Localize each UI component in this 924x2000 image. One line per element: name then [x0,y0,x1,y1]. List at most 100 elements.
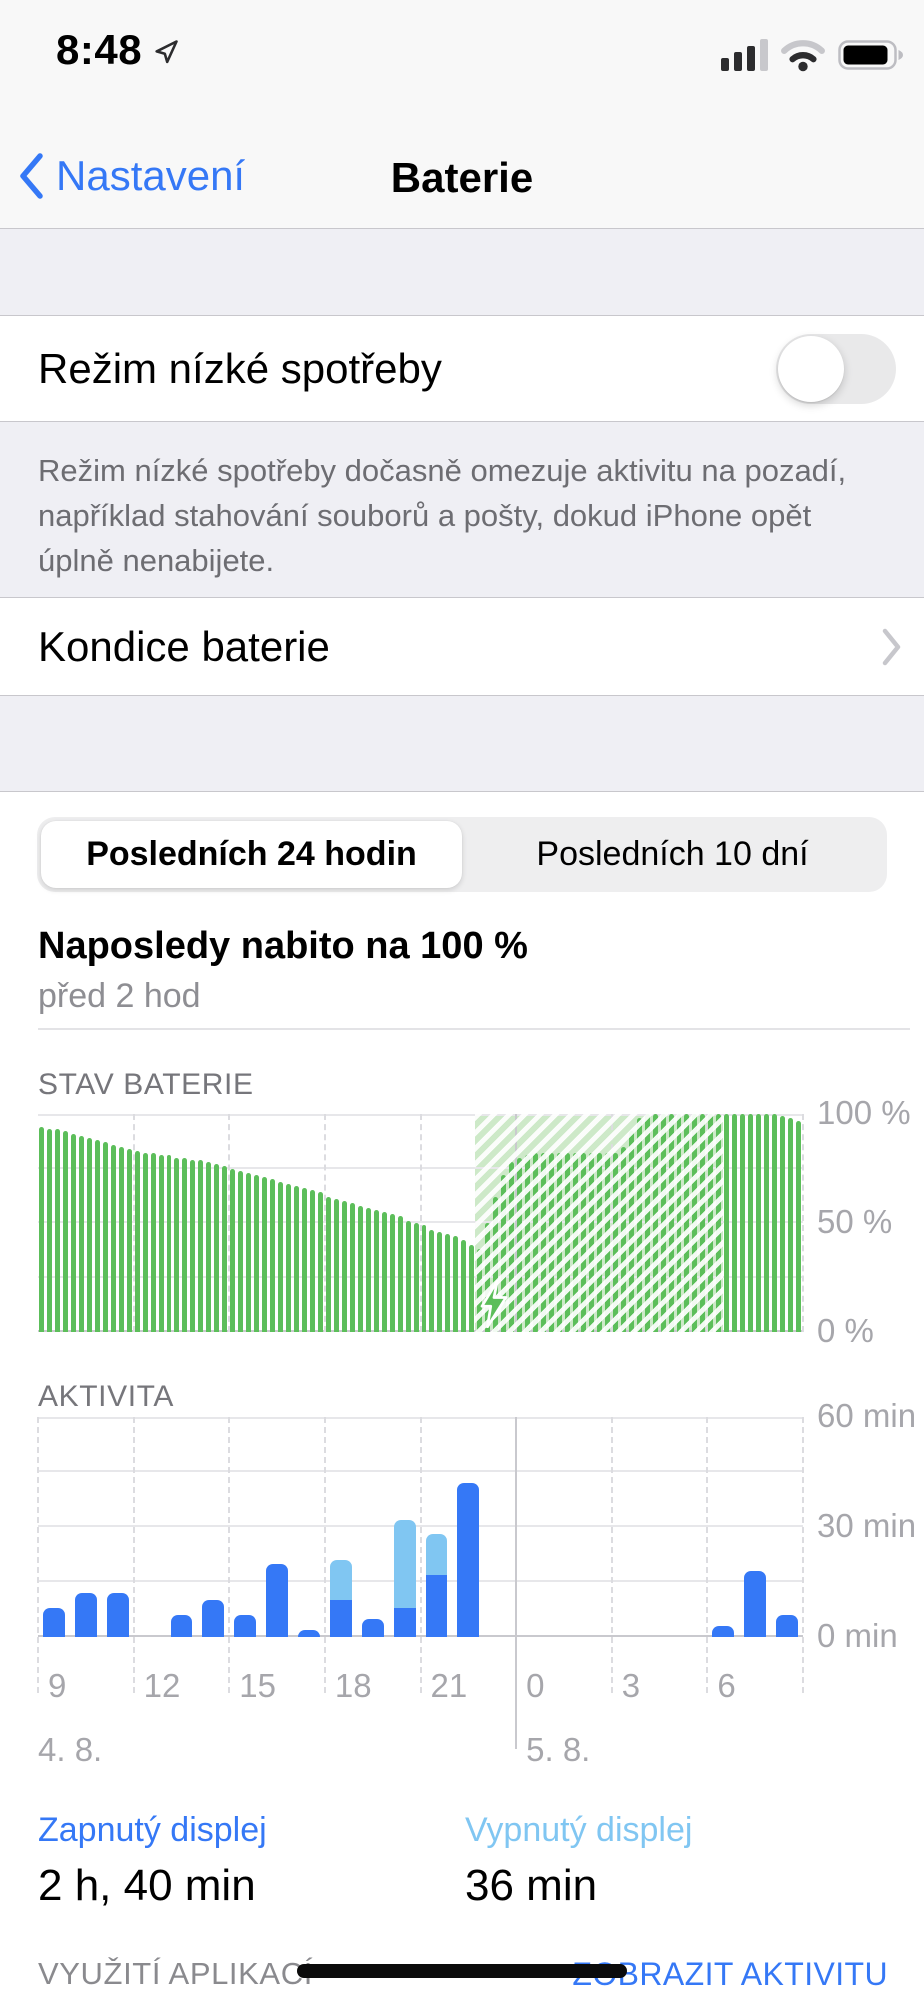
battery-bar[interactable] [333,1199,339,1332]
battery-bar[interactable] [764,1114,770,1332]
battery-bar[interactable] [796,1120,801,1332]
battery-bar[interactable] [700,1114,706,1332]
battery-bar[interactable] [46,1129,52,1332]
battery-bar[interactable] [652,1114,658,1332]
battery-bar[interactable] [78,1135,84,1332]
battery-bar[interactable] [182,1157,188,1332]
battery-bar[interactable] [286,1183,291,1332]
battery-bar[interactable] [740,1114,746,1332]
battery-bar[interactable] [341,1201,347,1332]
battery-bar[interactable] [118,1146,124,1332]
activity-bar-screen-on[interactable] [298,1629,320,1637]
battery-bar[interactable] [174,1157,180,1332]
battery-bar[interactable] [668,1114,674,1332]
battery-bar[interactable] [660,1114,666,1332]
battery-bar[interactable] [549,1153,554,1332]
battery-bar[interactable] [278,1181,284,1332]
battery-bar[interactable] [533,1153,539,1332]
battery-bar[interactable] [541,1153,546,1332]
battery-bar[interactable] [150,1153,156,1332]
battery-bar[interactable] [301,1188,307,1332]
battery-bar[interactable] [596,1153,602,1332]
battery-bar[interactable] [190,1159,196,1332]
battery-bar[interactable] [102,1142,108,1332]
battery-bar[interactable] [732,1114,738,1332]
battery-bar[interactable] [469,1244,475,1332]
activity-bar-screen-on[interactable] [712,1626,735,1637]
battery-bar[interactable] [676,1114,682,1332]
battery-bar[interactable] [644,1114,650,1332]
battery-bar[interactable] [365,1207,371,1332]
battery-bar[interactable] [39,1127,44,1332]
activity-bar-screen-on[interactable] [361,1618,384,1637]
battery-bar[interactable] [222,1166,228,1332]
battery-bar[interactable] [54,1129,60,1332]
battery-bar[interactable] [246,1172,252,1332]
battery-bar[interactable] [317,1192,323,1332]
battery-bar[interactable] [692,1114,698,1332]
battery-bar[interactable] [389,1214,395,1332]
battery-bar[interactable] [126,1148,132,1332]
battery-bar[interactable] [588,1153,594,1332]
activity-bar-screen-on[interactable] [266,1563,288,1637]
low-power-mode-toggle[interactable] [776,333,896,404]
activity-bar-screen-on[interactable] [393,1607,416,1637]
battery-bar[interactable] [772,1114,778,1332]
battery-bar[interactable] [262,1177,268,1332]
battery-bar[interactable] [238,1170,244,1332]
battery-bar[interactable] [110,1144,116,1332]
battery-bar[interactable] [628,1131,634,1332]
battery-bar[interactable] [556,1153,562,1332]
activity-bar-screen-on[interactable] [202,1600,225,1637]
battery-bar[interactable] [684,1114,690,1332]
battery-bar[interactable] [94,1140,100,1332]
battery-bar[interactable] [756,1114,762,1332]
activity-chart[interactable]: 9 12 15 18 21 0 3 6 4. 8. 5. 8. 60 min 30 min 0 min [37,1397,916,1768]
battery-bar[interactable] [453,1236,459,1332]
activity-bar-screen-on[interactable] [234,1615,257,1637]
activity-bar-screen-on[interactable] [74,1593,97,1637]
battery-bar[interactable] [437,1231,443,1332]
battery-bar[interactable] [206,1161,212,1332]
battery-bar[interactable] [780,1116,786,1332]
battery-bar[interactable] [397,1216,403,1332]
battery-bar[interactable] [620,1146,626,1332]
activity-bar-screen-on[interactable] [744,1571,767,1637]
battery-bar[interactable] [198,1159,204,1332]
battery-bar[interactable] [509,1161,515,1332]
activity-bar-screen-on[interactable] [776,1615,798,1637]
activity-bar-screen-on[interactable] [43,1607,65,1637]
battery-bar[interactable] [716,1114,722,1332]
battery-bar[interactable] [788,1118,794,1332]
activity-bar-screen-on[interactable] [106,1593,129,1637]
battery-bar[interactable] [373,1209,379,1332]
battery-bar[interactable] [564,1153,570,1332]
activity-bar-screen-on[interactable] [329,1600,352,1637]
battery-bar[interactable] [254,1175,260,1332]
activity-bar-screen-on[interactable] [457,1483,480,1637]
battery-bar[interactable] [349,1203,355,1332]
activity-bar-screen-on[interactable] [425,1574,448,1637]
battery-bar[interactable] [461,1240,467,1332]
battery-bar[interactable] [309,1190,315,1332]
battery-bar[interactable] [612,1153,618,1332]
battery-bar[interactable] [708,1114,714,1332]
battery-bar[interactable] [62,1131,68,1332]
battery-bar[interactable] [572,1153,578,1332]
battery-bar[interactable] [134,1151,140,1332]
battery-bar[interactable] [405,1220,411,1332]
battery-bar[interactable] [230,1168,236,1332]
battery-bar[interactable] [86,1137,92,1332]
battery-bar[interactable] [142,1153,148,1332]
tab-last-10-days[interactable]: Posledních 10 dní [536,835,809,873]
battery-bar[interactable] [445,1233,451,1332]
battery-bar[interactable] [158,1155,164,1332]
battery-bar[interactable] [748,1114,754,1332]
battery-bar[interactable] [421,1225,427,1332]
battery-level-chart[interactable]: 100 % 50 % 0 % [38,1094,911,1349]
back-button-label[interactable]: Nastavení [56,152,246,199]
back-button[interactable]: Nastavení [18,152,245,200]
home-indicator[interactable] [297,1964,627,1978]
battery-bar[interactable] [413,1223,419,1332]
battery-bar[interactable] [636,1118,642,1332]
